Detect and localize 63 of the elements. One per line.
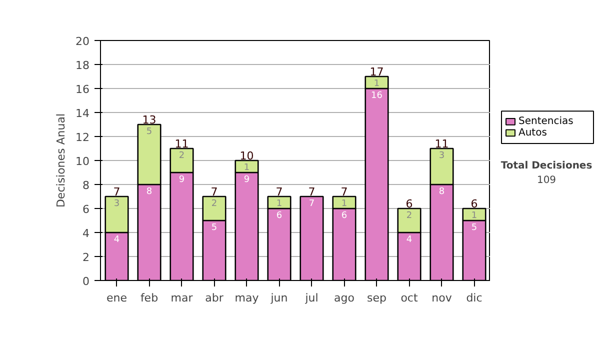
data-label: 6	[341, 210, 348, 221]
data-label: 5	[211, 222, 218, 233]
total-label: 6	[470, 197, 478, 210]
y-tick-label: 10	[76, 155, 90, 168]
data-label: 1	[374, 78, 380, 89]
x-tick-label: may	[234, 292, 260, 304]
data-label: 1	[244, 162, 250, 173]
data-label: 2	[406, 210, 412, 221]
data-label: 1	[276, 198, 282, 209]
legend-label: Sentencias	[518, 116, 574, 128]
x-tick-label: oct	[400, 292, 418, 304]
data-label: 3	[438, 150, 445, 161]
data-label: 16	[371, 90, 383, 101]
data-label: 1	[471, 210, 478, 221]
x-tick-label: ago	[334, 292, 355, 304]
data-label: 9	[244, 174, 250, 185]
data-label: 1	[341, 198, 348, 209]
data-label: 9	[178, 174, 185, 185]
y-tick-label: 18	[76, 59, 90, 72]
total-label: 11	[174, 137, 189, 150]
legend-label: Autos	[518, 127, 547, 138]
total-label: 13	[142, 113, 156, 126]
x-tick-label: jun	[270, 292, 288, 304]
data-label: 4	[114, 234, 120, 245]
y-tick-label: 20	[76, 35, 90, 48]
x-tick-label: jul	[304, 292, 318, 304]
y-tick-label: 2	[82, 251, 90, 264]
data-label: 2	[211, 198, 218, 209]
x-tick-label: sep	[367, 292, 387, 304]
total-label: 10	[240, 149, 254, 162]
y-tick-label: 12	[76, 131, 90, 144]
total-label: 7	[113, 185, 120, 198]
total-label: 7	[276, 185, 283, 198]
x-tick-label: abr	[205, 292, 224, 304]
y-tick-label: 6	[82, 203, 90, 216]
x-tick-label: ene	[106, 292, 128, 304]
data-label: 6	[276, 210, 282, 221]
data-label: 5	[146, 126, 152, 137]
total-label: 17	[370, 65, 384, 78]
text: Total Decisiones	[500, 160, 592, 172]
x-tick-label: feb	[140, 292, 158, 304]
y-tick-label: 8	[82, 179, 90, 192]
data-label: 5	[471, 222, 478, 233]
data-label: 4	[406, 234, 412, 245]
x-tick-label: nov	[432, 292, 452, 304]
data-label: 2	[178, 150, 185, 161]
total-label: 7	[340, 185, 348, 198]
y-tick-label: 0	[82, 275, 90, 288]
y-axis-title: Decisiones Anual	[54, 113, 68, 208]
data-label: 8	[146, 186, 152, 197]
data-label: 3	[114, 198, 120, 209]
total-label: 7	[210, 185, 218, 198]
total-label: 6	[406, 197, 413, 210]
total-label: 7	[308, 185, 316, 198]
x-tick-label: mar	[170, 292, 194, 304]
y-tick-label: 4	[82, 227, 90, 240]
data-label: 8	[438, 186, 445, 197]
text: 109	[536, 174, 556, 186]
y-tick-label: 14	[76, 107, 90, 120]
total-label: 11	[434, 137, 449, 150]
x-tick-label: dic	[466, 292, 482, 304]
data-label: 7	[308, 198, 315, 209]
y-tick-label: 16	[76, 83, 90, 96]
